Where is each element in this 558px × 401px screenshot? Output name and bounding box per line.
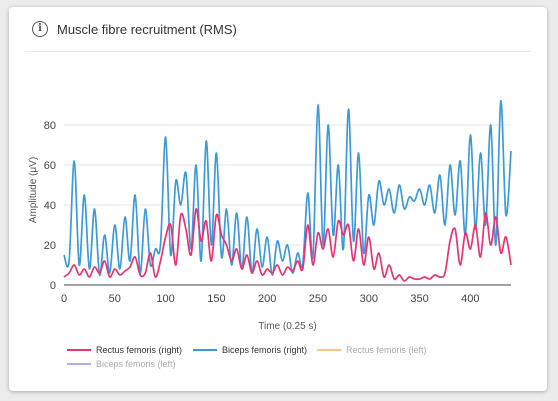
y-axis-ticks: 0 20 40 60 80: [44, 120, 56, 292]
legend-swatch: [67, 362, 91, 365]
series-line-1[interactable]: [63, 100, 512, 276]
x-tick-label: 0: [61, 293, 67, 305]
y-tick-label: 80: [44, 120, 56, 132]
legend-label: Rectus femoris (left): [346, 345, 427, 355]
x-tick-label: 400: [461, 293, 479, 305]
legend-label: Rectus femoris (right): [96, 345, 183, 355]
y-axis-label: Amplitude (μV): [28, 157, 39, 223]
legend-label: Biceps femoris (left): [96, 359, 176, 369]
grid-lines: [64, 124, 511, 286]
legend-item-0[interactable]: Rectus femoris (right): [67, 343, 182, 357]
legend-label: Biceps femoris (right): [222, 345, 308, 355]
card-header: i Muscle fibre recruitment (RMS): [9, 7, 547, 51]
legend-swatch: [67, 348, 91, 351]
x-tick-label: 300: [360, 293, 378, 305]
legend-swatch: [193, 348, 217, 351]
x-tick-label: 350: [410, 293, 428, 305]
series-line-0[interactable]: [63, 208, 512, 282]
x-tick-label: 50: [109, 293, 121, 305]
x-axis-label: Time (0.25 s): [258, 321, 317, 332]
y-tick-label: 40: [44, 200, 56, 212]
x-tick-label: 250: [309, 293, 327, 305]
line-chart: 0 20 40 60 80 0 50 100 150 200 250 300 350 400 Ampli…: [28, 100, 512, 332]
legend-item-3[interactable]: Biceps femoris (left): [67, 357, 176, 371]
y-tick-label: 0: [50, 280, 56, 292]
legend-item-2[interactable]: Rectus femoris (left): [317, 343, 427, 357]
x-tick-label: 150: [207, 293, 225, 305]
y-tick-label: 60: [44, 160, 56, 172]
chart-title: Muscle fibre recruitment (RMS): [57, 22, 237, 37]
y-tick-label: 20: [44, 240, 56, 252]
legend-swatch: [317, 348, 341, 351]
series-lines: [63, 100, 512, 282]
x-tick-label: 200: [258, 293, 276, 305]
x-axis-ticks: 0 50 100 150 200 250 300 350 400: [61, 293, 480, 305]
header-divider: [25, 51, 531, 52]
x-tick-label: 100: [156, 293, 174, 305]
legend-item-1[interactable]: Biceps femoris (right): [193, 343, 307, 357]
chart-card: i Muscle fibre recruitment (RMS) 0 20 40 60…: [9, 7, 547, 391]
info-circle-icon[interactable]: i: [32, 21, 48, 37]
